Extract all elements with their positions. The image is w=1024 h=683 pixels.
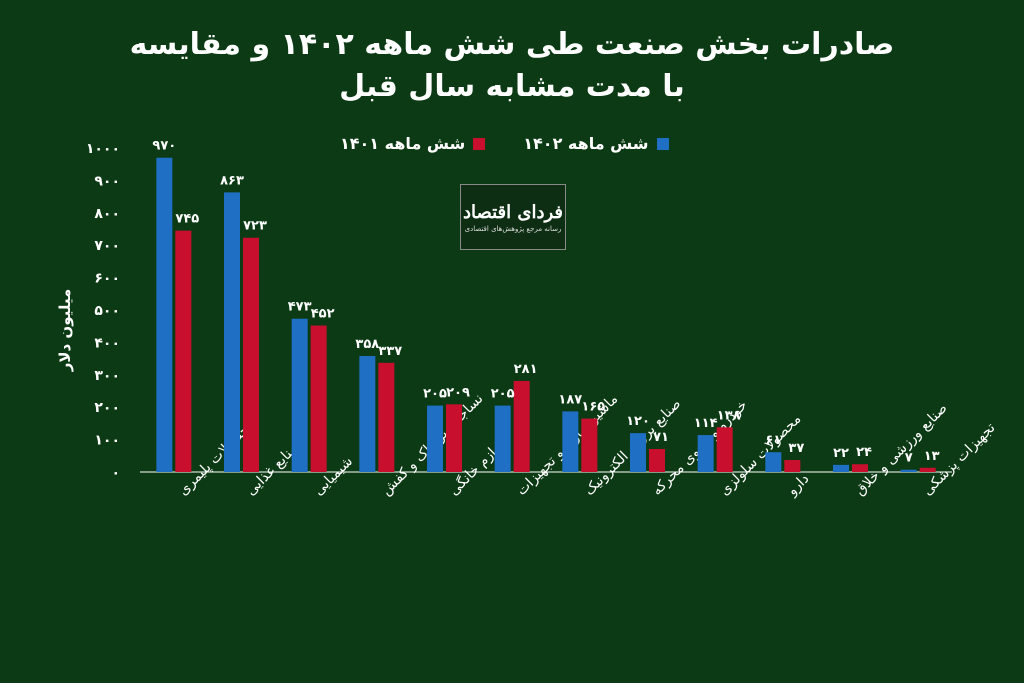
data-label-1401: ۲۸۱: [514, 362, 538, 377]
legend-label-1401: شش ماهه ۱۴۰۱: [340, 134, 466, 153]
data-label-1402: ۱۱۴: [694, 416, 718, 431]
title-line-2: با مدت مشابه سال قبل: [339, 69, 685, 104]
bar-1402: [494, 405, 511, 472]
data-label-1402: ۱۲۰: [626, 414, 650, 429]
bar-1401: [310, 325, 327, 472]
data-label-1402: ۶۱: [765, 433, 781, 448]
bar-1401: [649, 448, 665, 472]
data-label-1402: ۲۰۵: [491, 387, 515, 402]
data-label-1401: ۷۲۳: [243, 219, 267, 234]
logo-subtext: رسانه مرجع پژوهش‌های اقتصادی: [464, 224, 562, 233]
data-label-1401: ۲۴: [856, 445, 872, 460]
data-label-1402: ۴۷۳: [288, 300, 312, 315]
y-tick-label: ۸۰۰: [94, 206, 120, 222]
bar-1401: [852, 464, 868, 472]
data-label-1401: ۳۳۷: [378, 344, 402, 359]
y-tick-label: ۱۰۰۰: [86, 141, 120, 157]
bar-1402: [765, 452, 782, 472]
bar-1401: [378, 362, 395, 472]
bar-1401: [581, 418, 598, 472]
y-tick-label: ۷۰۰: [94, 238, 120, 254]
y-tick-label: ۶۰۰: [94, 271, 120, 287]
bar-1402: [427, 405, 443, 472]
bar-1402: [291, 318, 308, 472]
legend: شش ماهه ۱۴۰۲ شش ماهه ۱۴۰۱: [340, 134, 669, 153]
data-label-1401: ۱۳۸: [717, 408, 741, 423]
logo-text: فردای اقتصاد: [462, 201, 564, 223]
data-label-1401: ۱۶۵: [581, 400, 605, 415]
data-label-1401: ۳۷: [788, 441, 804, 456]
data-label-1402: ۸۶۳: [220, 173, 244, 188]
bar-1401: [784, 460, 801, 472]
data-label-1402: ۲۲: [833, 446, 849, 461]
legend-label-1402: شش ماهه ۱۴۰۲: [523, 134, 649, 153]
bar-1401: [716, 427, 733, 472]
y-tick-label: ۹۰۰: [94, 173, 120, 189]
bar-1402: [156, 157, 173, 472]
bar-1401: [513, 380, 530, 472]
data-label-1401: ۷۱: [653, 430, 669, 445]
bar-1402: [697, 435, 714, 472]
chart-title: صادرات بخش صنعت طی شش ماهه ۱۴۰۲ و مقایسه…: [0, 24, 1024, 108]
data-label-1401: ۲۰۹: [446, 385, 470, 400]
bar-1401: [243, 237, 259, 472]
data-label-1401: ۴۵۲: [311, 307, 335, 322]
data-label-1402: ۹۷۰: [152, 139, 176, 154]
legend-item-1401: شش ماهه ۱۴۰۱: [340, 134, 486, 153]
y-tick-label: ۵۰۰: [94, 303, 120, 319]
bar-1401: [919, 467, 936, 472]
bar-1402: [359, 356, 376, 472]
data-label-1402: ۳۵۸: [355, 337, 379, 352]
legend-swatch-1402: [656, 137, 669, 150]
bar-1402: [630, 433, 646, 472]
y-tick-label: ۲۰۰: [94, 400, 120, 416]
y-tick-label: ۴۰۰: [94, 335, 120, 351]
legend-item-1402: شش ماهه ۱۴۰۲: [523, 134, 669, 153]
title-line-1: صادرات بخش صنعت طی شش ماهه ۱۴۰۲ و مقایسه: [129, 27, 895, 62]
bar-1402: [833, 464, 849, 472]
y-tick-label: ۳۰۰: [94, 368, 120, 384]
bar-1401: [175, 230, 192, 472]
data-label-1401: ۱۳: [924, 449, 940, 464]
bar-1402: [900, 469, 917, 472]
x-tick-label: دارو: [784, 471, 813, 500]
bar-1402: [562, 411, 579, 472]
legend-swatch-1401: [473, 137, 486, 150]
data-label-1402: ۲۰۵: [423, 387, 447, 402]
brand-logo: فردای اقتصاد رسانه مرجع پژوهش‌های اقتصاد…: [460, 184, 566, 250]
data-label-1402: ۱۸۷: [558, 392, 582, 407]
bar-1401: [446, 404, 462, 472]
data-label-1401: ۷۴۵: [175, 212, 199, 227]
bar-1402: [224, 192, 240, 472]
y-tick-label: ۱۰۰: [94, 433, 120, 449]
data-label-1402: ۷: [905, 451, 913, 466]
y-tick-label: ۰: [111, 465, 120, 481]
